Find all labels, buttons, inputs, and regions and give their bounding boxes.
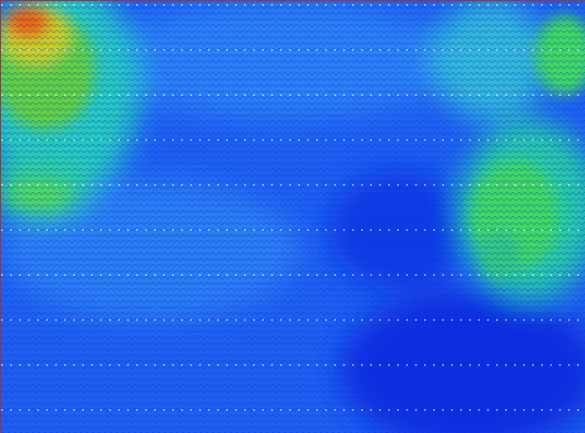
- page: [0, 0, 585, 433]
- heatmap: [0, 0, 585, 433]
- dot-rows: [0, 0, 585, 433]
